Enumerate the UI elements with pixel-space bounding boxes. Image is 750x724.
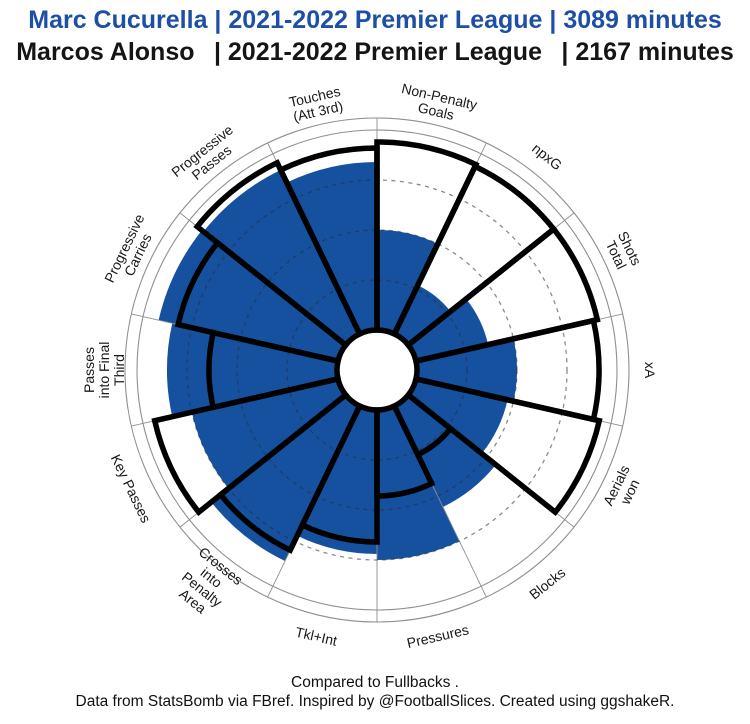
player1-title: Marc Cucurella | 2021-2022 Premier Leagu… <box>28 6 722 34</box>
slice-label-3: xA <box>642 362 658 379</box>
outline-slice-1 <box>390 162 558 349</box>
fill-slice-4 <box>408 378 508 454</box>
footer-block: Compared to Fullbacks . Data from StatsB… <box>0 673 750 711</box>
outline-slice-12 <box>193 159 364 349</box>
slice-label-7: Tkl+Int <box>294 624 339 649</box>
outline-slice-2 <box>404 225 601 365</box>
fill-slice-7 <box>297 406 377 554</box>
fill-slice-8 <box>211 394 360 562</box>
slice-label-9: Key Passes <box>108 452 154 526</box>
player2-title: Marcos Alonso | 2021-2022 Premier League… <box>16 38 734 66</box>
slice-label-6: Pressures <box>405 621 470 651</box>
slice-label-1: npxG <box>529 140 565 173</box>
fill-slice-12 <box>203 169 360 346</box>
dashed-ring-25 <box>286 279 468 461</box>
fill-slice-0 <box>377 230 438 334</box>
fill-slice-2 <box>408 298 489 362</box>
outline-slice-13 <box>277 145 380 338</box>
slice-label-12: ProgressivePasses <box>168 121 245 191</box>
slice-label-5: Blocks <box>526 564 568 602</box>
outline-slice-9 <box>151 375 350 517</box>
player2-outline-slices <box>151 139 603 554</box>
scale-max-circle <box>136 129 618 611</box>
outline-slice-3 <box>412 317 602 423</box>
fill-slice-5 <box>394 394 496 507</box>
fill-slice-6 <box>377 406 460 560</box>
slice-label-4: Aerialswon <box>600 462 646 514</box>
slice-label-8: CrossesintoPenaltyArea <box>168 544 246 624</box>
title-block: Marc Cucurella | 2021-2022 Premier Leagu… <box>0 0 750 72</box>
outline-slice-4 <box>404 375 603 517</box>
footer-comparison-note: Compared to Fullbacks . <box>291 674 459 691</box>
outer-band-circle <box>124 117 630 623</box>
outline-slice-0 <box>374 139 480 338</box>
slice-label-10: Passesinto FinalThird <box>81 342 127 399</box>
fill-slice-1 <box>394 285 451 346</box>
footer-credit: Data from StatsBomb via FBref. Inspired … <box>75 693 675 710</box>
dashed-ring-50 <box>236 229 518 511</box>
slice-label-13: Touches(Att 3rd) <box>287 83 345 125</box>
fill-slice-13 <box>286 162 377 334</box>
slice-label-11: ProgressiveCarries <box>101 211 161 291</box>
